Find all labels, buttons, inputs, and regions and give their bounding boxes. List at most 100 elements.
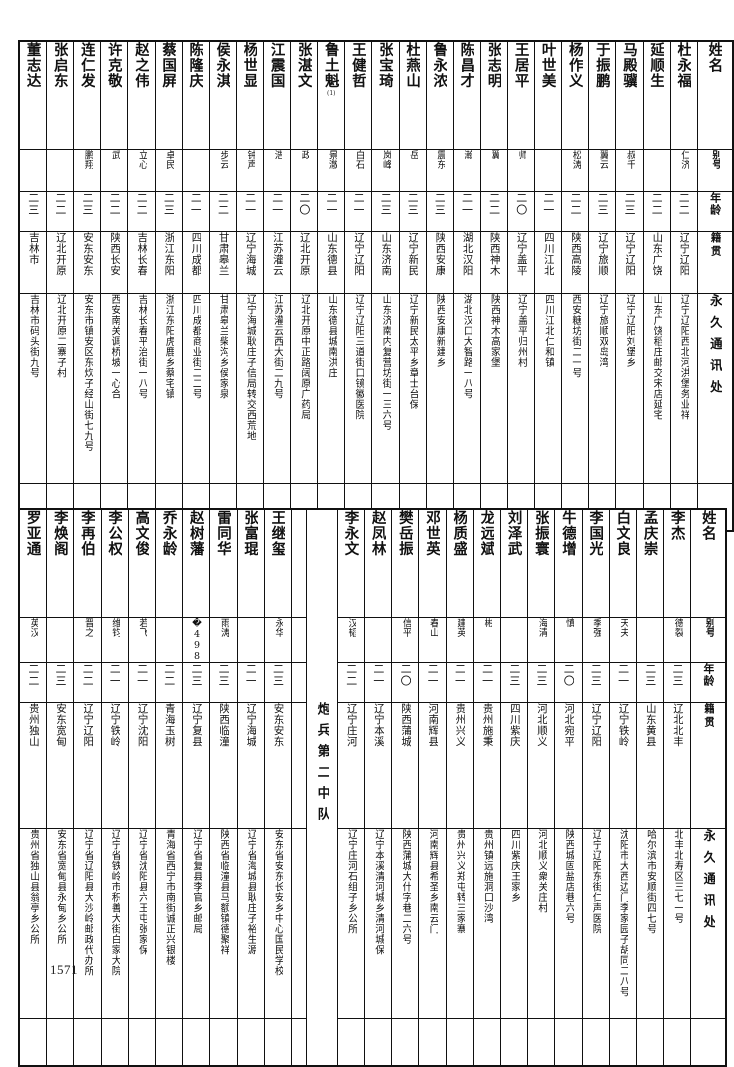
cell-age: 二三: [635, 661, 665, 703]
origin-text: 陕西临潼: [218, 702, 230, 747]
spacer-cell: [290, 827, 307, 1019]
spacer-cell: [290, 661, 307, 703]
alias-text: 信平: [400, 617, 411, 637]
alias-text: 英汉: [28, 617, 39, 637]
cell-age: 二三: [398, 190, 427, 232]
alias-text: 仁济: [678, 149, 689, 169]
address-text: 陕西蒲城大什字巷二六号: [399, 828, 411, 945]
name-text: 李国光: [588, 510, 604, 557]
cell-origin: 四川紫庆: [499, 701, 529, 829]
cell-age: 二二: [479, 190, 508, 232]
origin-text: 山东德县: [326, 231, 338, 276]
cell-alias: 政: [290, 148, 319, 192]
cell-origin: 辽宁海城: [235, 230, 264, 294]
age-text: 二三: [54, 662, 66, 687]
cell-age: 二三: [371, 190, 400, 232]
name-text: 刘泽武: [506, 510, 522, 557]
cell-origin: 山东黄县: [635, 701, 665, 829]
name-text: 连仁发: [79, 42, 95, 89]
cell-address: 辽北开原二寨子村: [46, 292, 75, 484]
cell-name: 王继玺: [263, 508, 292, 618]
cell-name: 连仁发: [73, 40, 102, 150]
cell-pad: [154, 1017, 184, 1067]
cell-name: 杨作义: [561, 40, 590, 150]
cell-alias: 雨涛: [209, 616, 238, 663]
roster-table-top-wrap: 董志达 张启东 连仁发 许克敬 赵之伟 蔡国屏 陈隆庆 侯永淇 杨世显 江震国 张湛文 鲁土魁 (1) 王…: [18, 40, 734, 532]
cell-age: 二二: [208, 190, 237, 232]
table-row: 罗亚通 李焕阁 李再伯 李公权 高文俊 乔永龄 赵树藩 雷同华 张富琨 王继玺 李永文 赵凤林 樊岳振邓…: [18, 508, 727, 618]
address-text: 辽宁新民太平乡章士台保: [407, 293, 419, 410]
cell-alias: [18, 148, 48, 192]
age-text: 二三: [27, 191, 39, 216]
table-row: 董志达 张启东 连仁发 许克敬 赵之伟 蔡国屏 陈隆庆 侯永淇 杨世显 江震国 张湛文 鲁土魁 (1) 王…: [18, 40, 734, 150]
cell-address: 西安南关调桥坡一心合: [100, 292, 129, 484]
name-text: 杨作义: [567, 42, 583, 89]
cell-address: 辽宁辽阳三道街口镜徽医院: [344, 292, 373, 484]
name-text: 樊岳振: [397, 510, 413, 557]
origin-text: 河北宛平: [563, 702, 575, 747]
cell-name: 张振寰: [527, 508, 556, 618]
cell-age: 二一: [445, 661, 474, 703]
cell-address: 陕西神木高家堡: [479, 292, 508, 484]
cell-name: 李国光: [581, 508, 610, 618]
cell-pad: [499, 1017, 529, 1067]
cell-origin: 辽宁铁岭: [100, 701, 129, 829]
cell-age: 二三: [263, 661, 292, 703]
cell-alias: 慎: [554, 616, 583, 663]
address-text: 安东省安东长安乡中心国民学校: [272, 828, 284, 976]
cell-name: 乔永龄: [154, 508, 184, 618]
name-text: 鲁土魁: [323, 42, 339, 89]
cell-alias: 景澈: [317, 148, 346, 192]
cell-pad: [18, 1017, 48, 1067]
alias-text: 松涛: [570, 149, 581, 169]
cell-name: 孟庆崇: [635, 508, 665, 618]
cell-alias: 若飞: [127, 616, 156, 663]
origin-text: 辽北开原: [298, 231, 310, 276]
age-text: 二二: [650, 191, 663, 216]
cell-origin: 陕西高陵: [561, 230, 590, 294]
cell-age: 二一: [127, 661, 156, 703]
table-row: 二二 二三 二二 二一 二一 二二 二三 二三 二一 二三 二二 二一 二〇 二一 二一 二一 二三 二三 二〇 二三…: [18, 661, 727, 703]
cell-age: 二三: [209, 661, 238, 703]
age-text: 二三: [433, 191, 446, 216]
cell-alias: 松涛: [561, 148, 590, 192]
alias-text: 鹏翔: [82, 149, 93, 169]
cell-pad: [391, 1017, 420, 1067]
cell-pad: [445, 1017, 474, 1067]
origin-text: 辽北北丰: [671, 702, 683, 747]
cell-alias: 岚峰: [371, 148, 400, 192]
cell-age: 二一: [472, 661, 502, 703]
cell-origin: 山东德县: [317, 230, 346, 294]
cell-origin: 甘肃皋兰: [208, 230, 237, 294]
cell-pad: [182, 1017, 211, 1067]
alias-text: 白石: [353, 149, 364, 169]
cell-address: 辽宁庄河石组子乡公所: [336, 827, 366, 1019]
section-label-cell: [305, 617, 338, 662]
address-text: 辽宁辽阳刘堡乡: [624, 293, 636, 368]
cell-age: 二二: [73, 661, 102, 703]
cell-alias: 信平: [391, 616, 420, 663]
origin-text: 吉林长春: [136, 231, 148, 276]
cell-alias: 彬: [472, 616, 502, 663]
name-text: 杜燕山: [405, 42, 421, 89]
cell-address: 安东市镇安区东炊子经山街七九号: [73, 292, 102, 484]
cell-name: 张启东: [46, 40, 75, 150]
cell-origin: 陕西长安: [100, 230, 129, 294]
age-text: 二三: [671, 662, 683, 687]
alias-text: �498: [191, 617, 202, 662]
cell-alias: [46, 616, 75, 663]
table-row: 鹏翔 武 立心 卓民 步云 钟声 浩 政 景澈 白石 岚峰 岳 震东 瀚 翼 师 松涛 翼云 叔千 仁济 别号: [18, 148, 734, 192]
cell-pad: [472, 1017, 502, 1067]
name-text: 张湛文: [296, 42, 312, 89]
section-label-cell: [305, 1018, 338, 1067]
origin-text: 四川紫庆: [508, 702, 520, 747]
cell-pad: [554, 1017, 583, 1067]
cell-pad: [418, 1017, 447, 1067]
origin-text: 辽宁盖平: [515, 231, 527, 276]
cell-origin: 辽北北丰: [663, 701, 692, 829]
alias-text: 卓民: [163, 149, 174, 169]
age-text: 二一: [325, 191, 337, 216]
name-text: 李焕阁: [52, 510, 68, 557]
cell-address: 辽宁旅顺双岛湾: [588, 292, 617, 484]
cell-address: 河北顺义衆关庄村: [527, 827, 556, 1019]
